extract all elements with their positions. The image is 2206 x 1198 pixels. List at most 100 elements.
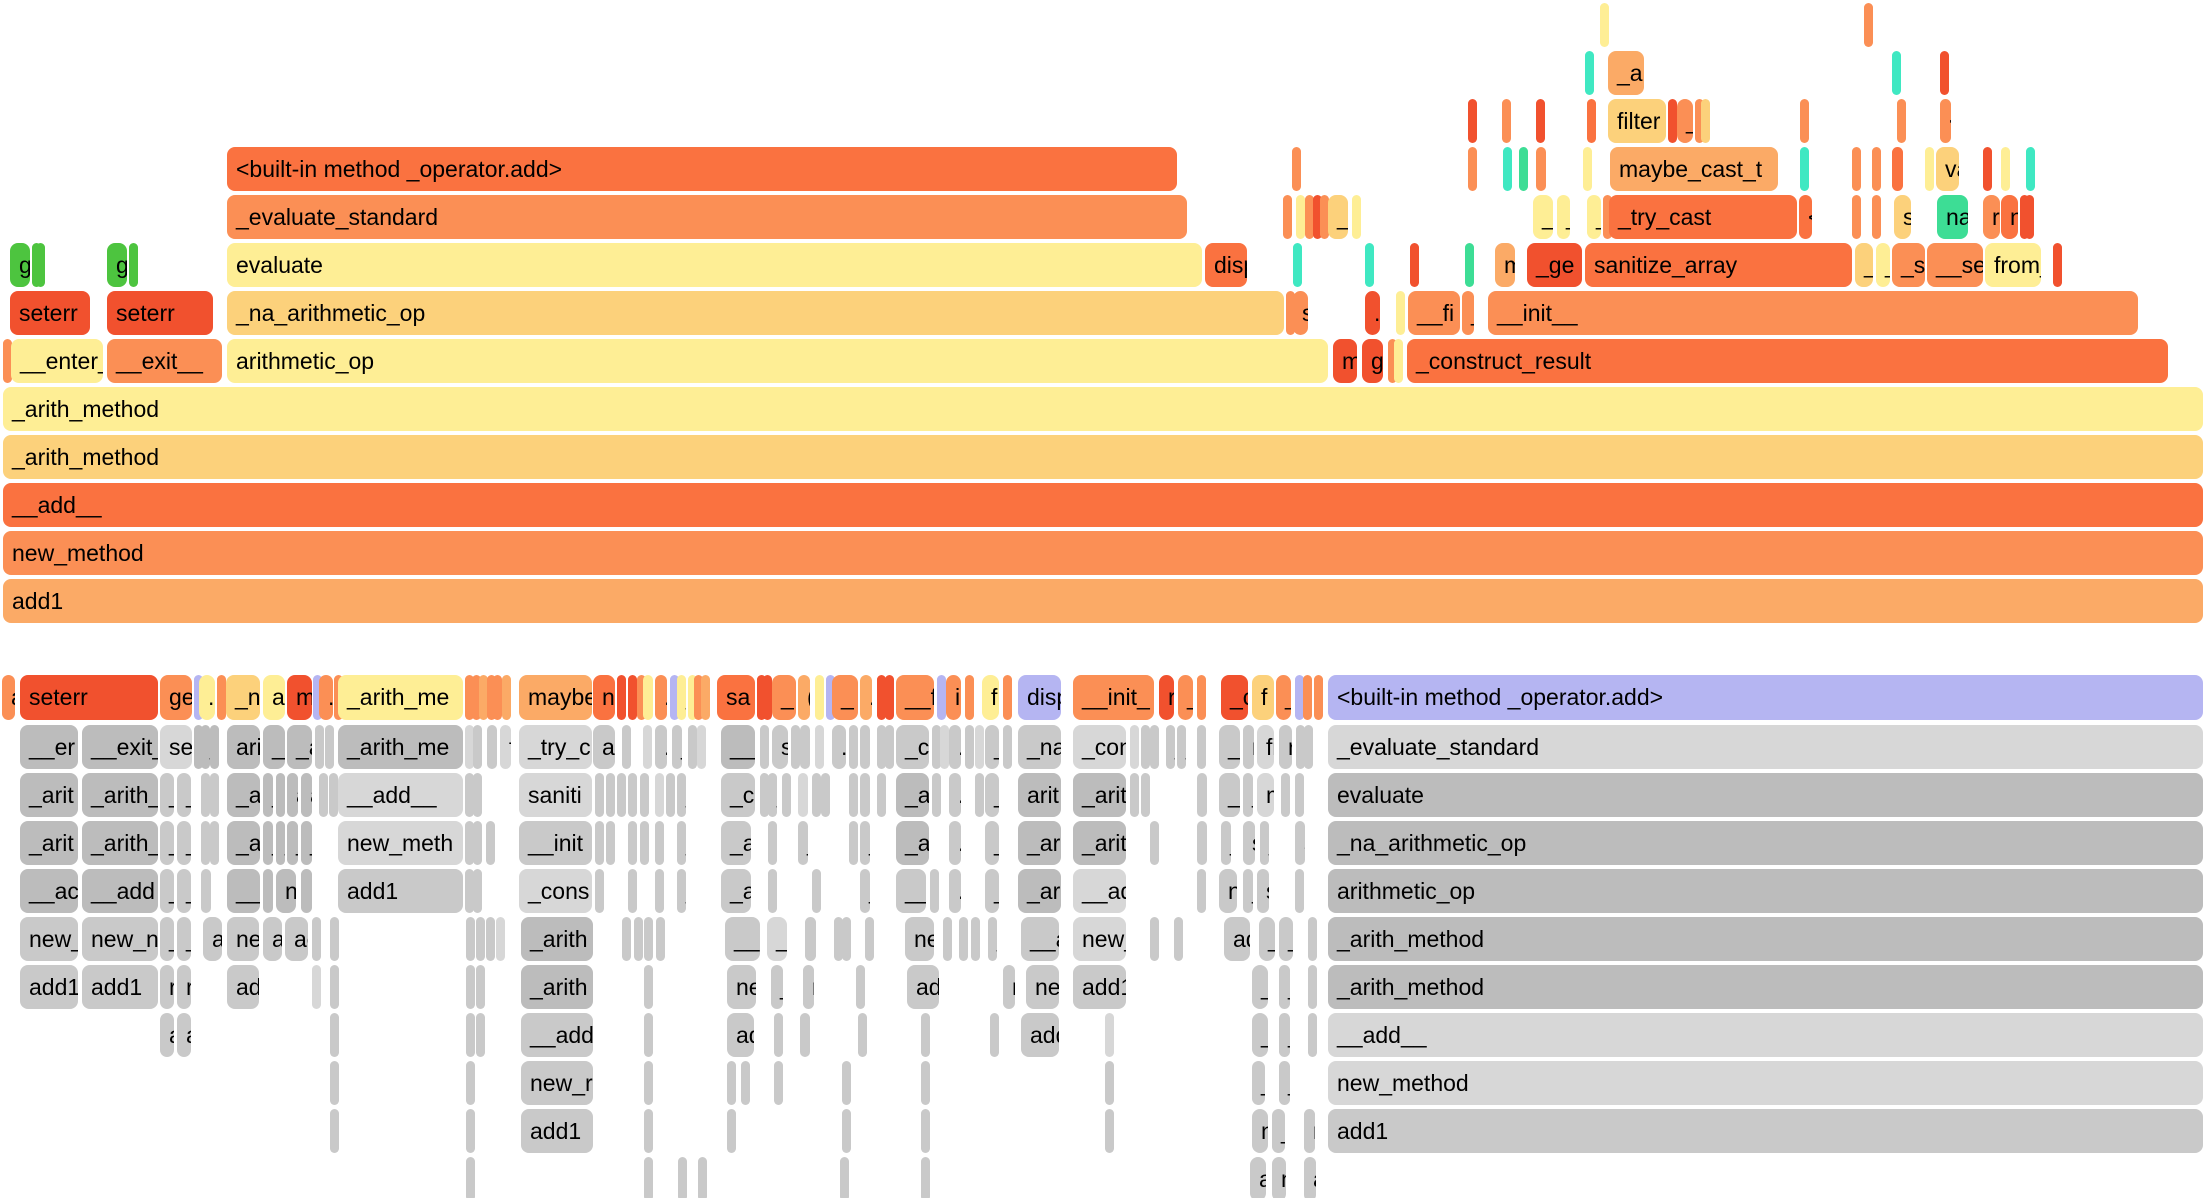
frame-__add__[interactable]: __add__ xyxy=(1328,1013,2203,1057)
frame-_[interactable]: _ xyxy=(985,773,999,817)
frame-sliver[interactable] xyxy=(129,243,138,287)
frame-sliver[interactable] xyxy=(465,821,474,865)
frame-sliver[interactable] xyxy=(975,773,984,817)
frame-_[interactable]: _ xyxy=(287,821,298,865)
frame-[interactable]: . xyxy=(932,773,941,817)
frame-sliver[interactable] xyxy=(628,773,637,817)
frame-_[interactable]: _ xyxy=(1260,821,1269,865)
frame-r[interactable]: r xyxy=(177,965,191,1009)
frame-_[interactable]: _ xyxy=(177,869,191,913)
frame-evaluate[interactable]: evaluate xyxy=(227,243,1202,287)
frame-[interactable]: . xyxy=(832,725,846,769)
frame-_na_arithmetic_op[interactable]: _na_arithmetic_op xyxy=(227,291,1284,335)
frame-sliver[interactable] xyxy=(493,675,502,720)
frame-sliver[interactable] xyxy=(465,869,474,913)
frame-_[interactable]: _ xyxy=(771,965,783,1009)
frame-_[interactable]: _ xyxy=(160,917,174,961)
frame-sliver[interactable] xyxy=(826,675,835,720)
frame-sliver[interactable] xyxy=(628,821,637,865)
frame-_[interactable]: _ xyxy=(988,917,997,961)
frame-a[interactable]: a xyxy=(263,675,285,720)
frame-va[interactable]: va xyxy=(1936,147,1959,191)
frame-_[interactable]: _ xyxy=(1166,725,1175,769)
frame-_arith_[interactable]: _arith_ xyxy=(1073,821,1126,865)
frame-sliver[interactable] xyxy=(628,675,637,720)
frame-sliver[interactable] xyxy=(1105,1109,1114,1153)
frame-_[interactable]: _ xyxy=(1177,725,1186,769)
frame-_[interactable]: _ xyxy=(1557,195,1570,239)
frame-_a[interactable]: _a xyxy=(287,725,312,769)
frame-_try_cast[interactable]: _try_cast xyxy=(1609,195,1797,239)
frame-[interactable]: . xyxy=(210,821,219,865)
frame-seterr[interactable]: seterr xyxy=(20,675,158,720)
frame-sliver[interactable] xyxy=(487,675,496,720)
frame-_arit[interactable]: _arit xyxy=(20,821,78,865)
frame-_[interactable]: _ xyxy=(860,869,870,913)
frame-sliver[interactable] xyxy=(2053,243,2062,287)
frame-r[interactable]: r xyxy=(856,965,865,1009)
frame-sliver[interactable] xyxy=(1295,675,1304,720)
frame-sliver[interactable] xyxy=(971,917,980,961)
frame-_construct_result[interactable]: _construct_result xyxy=(1407,339,2168,383)
frame-sliver[interactable] xyxy=(634,917,643,961)
frame-sliver[interactable] xyxy=(1585,51,1594,95)
frame-__a[interactable]: __a xyxy=(725,917,760,961)
frame-_[interactable]: _ xyxy=(1252,965,1268,1009)
frame-[interactable]: . xyxy=(473,725,482,769)
frame-sliver[interactable] xyxy=(329,773,338,817)
frame-r[interactable]: r xyxy=(201,869,211,913)
frame-m[interactable]: m xyxy=(287,675,312,720)
frame-sliver[interactable] xyxy=(640,821,649,865)
frame-[interactable]: . xyxy=(1308,917,1317,961)
frame-a[interactable]: a xyxy=(593,725,615,769)
frame-sliver[interactable] xyxy=(1519,147,1528,191)
frame-_arith_[interactable]: _arith_ xyxy=(82,773,158,817)
frame-add1[interactable]: add1 xyxy=(338,869,463,913)
frame-seterr[interactable]: seterr xyxy=(107,291,213,335)
frame-new_r[interactable]: new_r xyxy=(521,1061,593,1105)
frame-a[interactable]: a xyxy=(798,773,808,817)
frame-a[interactable]: a xyxy=(768,869,777,913)
frame-sliver[interactable] xyxy=(496,917,505,961)
frame-sliver[interactable] xyxy=(812,869,821,913)
frame-_a[interactable]: _a xyxy=(1219,725,1240,769)
frame-n[interactable]: n xyxy=(1272,1157,1286,1198)
frame-sliver[interactable] xyxy=(921,1109,930,1153)
frame-sliver[interactable] xyxy=(465,675,474,720)
frame-sliver[interactable] xyxy=(194,725,203,769)
frame-sliver[interactable] xyxy=(932,725,941,769)
frame-sliver[interactable] xyxy=(763,675,772,720)
frame-sliver[interactable] xyxy=(1130,725,1139,769)
frame-new_n[interactable]: new_n xyxy=(82,917,158,961)
frame-sliver[interactable] xyxy=(1668,99,1677,143)
frame-sliver[interactable] xyxy=(1197,869,1206,913)
frame-sliver[interactable] xyxy=(1852,147,1861,191)
frame-sliver[interactable] xyxy=(479,675,488,720)
frame-sliver[interactable] xyxy=(36,243,45,287)
frame-_na_arithmetic_op[interactable]: _na_arithmetic_op xyxy=(1328,821,2203,865)
frame-sliver[interactable] xyxy=(301,869,312,913)
frame-s[interactable]: s xyxy=(1243,821,1255,865)
frame-sliver[interactable] xyxy=(1587,99,1596,143)
frame-new_[interactable]: new_ xyxy=(1073,917,1126,961)
frame-ne[interactable]: ne xyxy=(227,917,259,961)
frame-sliver[interactable] xyxy=(1940,51,1949,95)
frame-_[interactable]: _ xyxy=(798,821,808,865)
frame-a[interactable]: a xyxy=(263,917,282,961)
frame-sliver[interactable] xyxy=(330,1061,339,1105)
frame-[interactable]: . xyxy=(949,821,961,865)
frame-sliver[interactable] xyxy=(921,1157,930,1198)
frame-sliver[interactable] xyxy=(760,773,769,817)
frame-ac[interactable]: ac xyxy=(285,917,308,961)
frame-f[interactable]: f xyxy=(500,725,511,769)
frame-sliver[interactable] xyxy=(622,917,631,961)
frame-i[interactable]: i xyxy=(946,675,961,720)
frame-__add__[interactable]: __add__ xyxy=(3,483,2203,527)
frame-_[interactable]: _ xyxy=(677,869,686,913)
frame-_try_c[interactable]: _try_c xyxy=(519,725,592,769)
frame-sliver[interactable] xyxy=(1410,243,1419,287)
frame-a[interactable]: a xyxy=(1250,1157,1266,1198)
frame-m[interactable]: m xyxy=(1333,339,1357,383)
frame-sliver[interactable] xyxy=(1292,147,1301,191)
frame-sliver[interactable] xyxy=(1536,147,1546,191)
